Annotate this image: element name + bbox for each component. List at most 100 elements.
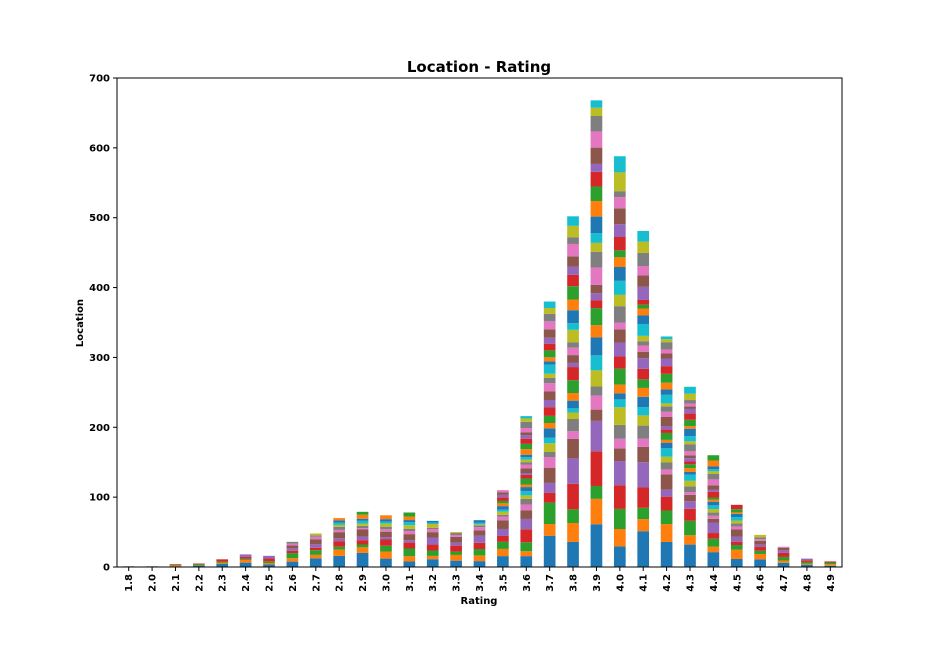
- bar-segment: [708, 519, 720, 523]
- bar-segment: [544, 308, 556, 314]
- x-tick-label: 3.5: [498, 574, 509, 592]
- bar-stack-4.5: [731, 505, 743, 567]
- bar-segment: [497, 542, 509, 549]
- bar-segment: [450, 537, 462, 543]
- bar-segment: [708, 513, 720, 516]
- bar-segment: [520, 468, 532, 473]
- bar-segment: [427, 528, 439, 529]
- bar-segment: [544, 314, 556, 322]
- bar-segment: [520, 418, 532, 421]
- bar-segment: [637, 487, 649, 507]
- bar-segment: [567, 323, 579, 330]
- bar-segment: [544, 536, 556, 567]
- bar-segment: [380, 529, 392, 531]
- bar-stack-4.3: [684, 387, 696, 567]
- bar-stack-2.9: [357, 512, 369, 567]
- bar-segment: [708, 523, 720, 534]
- bar-segment: [614, 399, 626, 407]
- bar-segment: [474, 555, 486, 561]
- bar-segment: [778, 548, 790, 550]
- bar-segment: [731, 529, 743, 536]
- bar-stack-3.6: [520, 416, 532, 567]
- bar-segment: [684, 451, 696, 455]
- bar-segment: [661, 403, 673, 406]
- bar-segment: [474, 561, 486, 567]
- x-tick-label: 3.9: [592, 574, 603, 592]
- bar-segment: [801, 560, 813, 562]
- bar-segment: [591, 325, 603, 337]
- x-tick-label: 4.4: [709, 574, 720, 592]
- x-tick-label: 2.3: [218, 574, 229, 592]
- bar-segment: [216, 559, 228, 561]
- bar-segment: [661, 474, 673, 489]
- bar-segment: [497, 556, 509, 567]
- bar-segment: [567, 237, 579, 244]
- bar-segment: [591, 524, 603, 567]
- bar-segment: [544, 361, 556, 364]
- x-tick-label: 4.1: [639, 574, 650, 592]
- bar-segment: [684, 472, 696, 475]
- bar-segment: [403, 540, 415, 542]
- bar-segment: [520, 457, 532, 459]
- bar-segment: [287, 553, 299, 558]
- bar-segment: [754, 554, 766, 559]
- bar-segment: [357, 547, 369, 553]
- bar-stack-3.7: [544, 302, 556, 567]
- bar-segment: [333, 532, 345, 538]
- bar-segment: [427, 538, 439, 545]
- bar-segment: [520, 504, 532, 510]
- bar-segment: [544, 329, 556, 338]
- x-axis-label: Rating: [461, 596, 498, 607]
- bar-segment: [591, 108, 603, 116]
- bar-segment: [591, 148, 603, 164]
- x-tick-label: 4.7: [779, 574, 790, 592]
- bar-segment: [380, 532, 392, 537]
- bar-segment: [591, 499, 603, 524]
- bar-segment: [567, 310, 579, 323]
- bar-stack-2.5: [263, 556, 275, 567]
- bar-segment: [614, 191, 626, 197]
- bar-segment: [708, 516, 720, 519]
- bar-segment: [661, 366, 673, 374]
- bar-segment: [567, 380, 579, 393]
- bar-segment: [614, 172, 626, 191]
- bar-segment: [591, 164, 603, 172]
- bar-segment: [357, 526, 369, 528]
- x-tick-label: 3.7: [545, 574, 556, 592]
- bar-segment: [310, 535, 322, 536]
- bar-segment: [520, 519, 532, 529]
- bar-segment: [567, 342, 579, 347]
- x-tick-label: 4.2: [662, 574, 673, 592]
- bar-segment: [591, 268, 603, 285]
- bar-segment: [661, 497, 673, 511]
- bar-segment: [450, 532, 462, 533]
- bar-segment: [544, 483, 556, 493]
- bar-segment: [637, 519, 649, 531]
- bar-segment: [591, 217, 603, 234]
- x-tick-label: 3.2: [428, 574, 439, 592]
- bar-segment: [287, 545, 299, 548]
- bar-segment: [427, 529, 439, 532]
- x-tick-label: 4.5: [732, 574, 743, 592]
- bar-segment: [427, 524, 439, 528]
- bar-segment: [684, 394, 696, 400]
- bar-segment: [333, 527, 345, 530]
- bar-segment: [240, 563, 252, 567]
- bar-segment: [684, 545, 696, 567]
- bar-segment: [708, 500, 720, 502]
- bar-segment: [684, 481, 696, 487]
- bar-stack-3.1: [403, 513, 415, 567]
- bar-segment: [520, 416, 532, 418]
- bar-segment: [427, 545, 439, 551]
- bar-segment: [520, 542, 532, 551]
- bar-segment: [567, 439, 579, 458]
- bar-stack-2.8: [333, 518, 345, 567]
- bar-segment: [310, 537, 322, 539]
- bar-segment: [544, 378, 556, 383]
- bar-segment: [661, 426, 673, 430]
- bar-segment: [637, 266, 649, 275]
- bar-segment: [591, 410, 603, 421]
- bar-segment: [567, 367, 579, 380]
